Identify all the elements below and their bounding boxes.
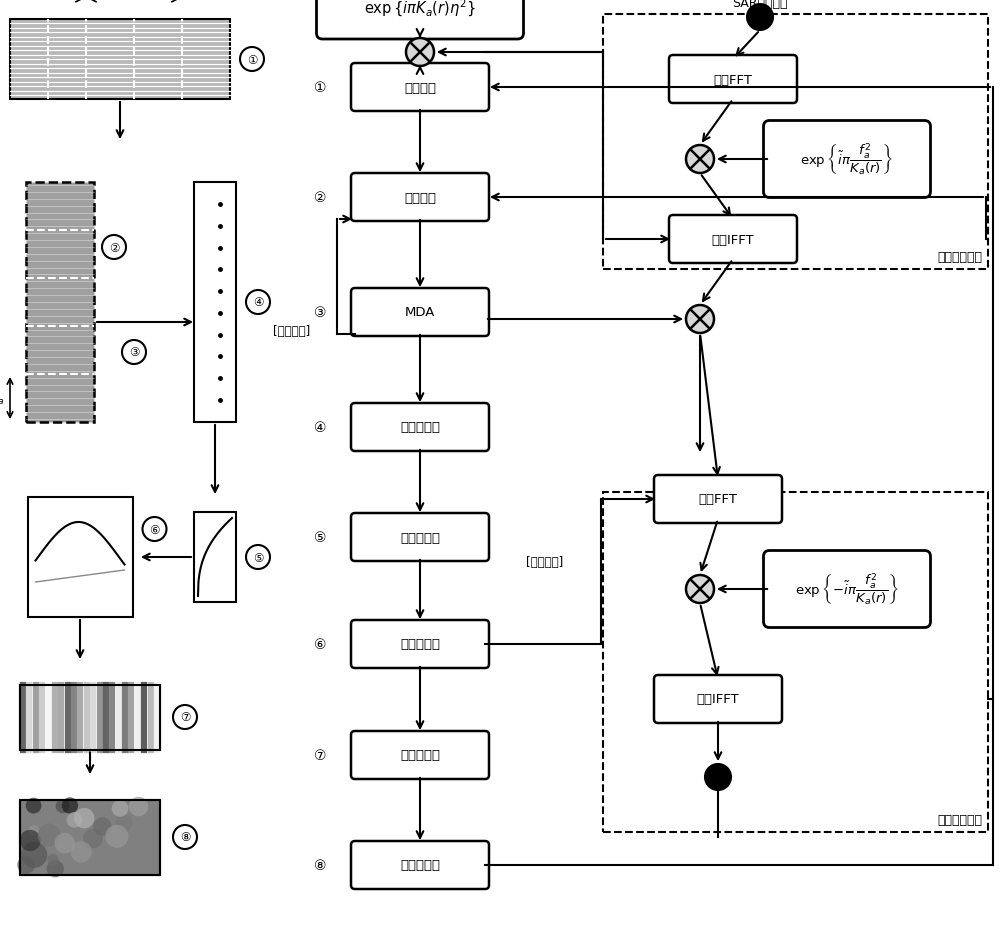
FancyBboxPatch shape [351,620,489,668]
Circle shape [38,824,61,846]
Text: ④: ④ [253,297,263,310]
Circle shape [747,5,773,31]
Text: 距离向拼接: 距离向拼接 [400,749,440,762]
FancyBboxPatch shape [669,216,797,263]
Text: 子带划分: 子带划分 [404,82,436,95]
Circle shape [74,808,94,829]
Circle shape [105,825,128,848]
Text: [下一子带]: [下一子带] [526,556,564,569]
Circle shape [115,815,133,832]
Circle shape [93,818,112,836]
Text: ⑦: ⑦ [180,711,190,724]
Text: 方位向重聚焦: 方位向重聚焦 [937,813,982,826]
Text: $\exp\left\{-\tilde{i}\pi \dfrac{f_a^2}{K_a(r)}\right\}$: $\exp\left\{-\tilde{i}\pi \dfrac{f_a^2}{… [795,571,899,607]
FancyBboxPatch shape [317,0,524,40]
Text: $\exp\{\tilde{i}\pi K_a(r)\eta^2\}$: $\exp\{\tilde{i}\pi K_a(r)\eta^2\}$ [364,0,476,19]
Text: 方位IFFT: 方位IFFT [697,692,739,705]
Circle shape [173,825,197,849]
FancyBboxPatch shape [351,403,489,451]
Text: ③: ③ [314,306,326,320]
FancyBboxPatch shape [351,514,489,562]
Circle shape [246,291,270,314]
Circle shape [122,340,146,364]
Circle shape [70,842,92,863]
Circle shape [406,39,434,67]
Text: ⑥: ⑥ [314,638,326,652]
FancyBboxPatch shape [654,675,782,723]
Circle shape [686,576,714,603]
Bar [26,183,94,423]
Circle shape [17,857,35,874]
Text: ③: ③ [129,346,139,359]
FancyBboxPatch shape [654,476,782,524]
Bar [194,513,236,603]
FancyBboxPatch shape [351,841,489,889]
Text: SAR图像数据: SAR图像数据 [732,0,788,10]
FancyBboxPatch shape [764,121,930,198]
Bar [603,492,988,832]
Bar [20,685,160,750]
Text: 方位FFT: 方位FFT [699,493,737,506]
Text: ①: ① [314,81,326,95]
Text: ⑦: ⑦ [314,748,326,762]
Circle shape [686,306,714,334]
FancyBboxPatch shape [669,56,797,104]
FancyBboxPatch shape [351,731,489,780]
Text: ①: ① [247,54,257,67]
FancyBboxPatch shape [351,288,489,337]
Circle shape [129,797,148,817]
Bar [194,183,236,423]
Circle shape [29,825,39,835]
FancyBboxPatch shape [351,174,489,222]
Bar [603,15,988,270]
Circle shape [26,798,41,814]
Text: 方位向积分: 方位向积分 [400,638,440,651]
Text: 方位IFFT: 方位IFFT [712,234,754,247]
Circle shape [55,833,75,854]
Circle shape [686,146,714,174]
Circle shape [173,705,197,730]
Text: 方位向拼接: 方位向拼接 [400,421,440,434]
Circle shape [56,799,70,813]
FancyBboxPatch shape [351,64,489,112]
Bar [20,800,160,874]
Text: ②: ② [109,241,119,254]
Text: [下一子块]: [下一子块] [273,324,311,337]
Text: 距离向插值: 距离向插值 [400,858,440,871]
Text: 方位向解压缩: 方位向解压缩 [937,250,982,263]
Circle shape [246,545,270,569]
Text: ⑥: ⑥ [149,523,160,536]
Bar [20,685,160,750]
Circle shape [83,829,103,848]
Text: $W_a$: $W_a$ [0,391,4,406]
Text: 方位FFT: 方位FFT [714,73,752,86]
Text: $\exp\left\{\tilde{i}\pi \dfrac{f_a^2}{K_a(r)}\right\}$: $\exp\left\{\tilde{i}\pi \dfrac{f_a^2}{K… [800,142,894,178]
Text: ⑧: ⑧ [314,858,326,872]
Circle shape [62,797,78,814]
Bar [28,498,133,617]
Text: 子块划分: 子块划分 [404,191,436,204]
Circle shape [19,830,41,851]
Text: MDA: MDA [405,306,435,319]
Text: ⑤: ⑤ [314,530,326,544]
Circle shape [102,235,126,260]
Circle shape [47,860,64,878]
Text: ②: ② [314,191,326,205]
Circle shape [240,48,264,72]
Text: 方位向插值: 方位向插值 [400,531,440,544]
Circle shape [705,764,731,790]
Text: ④: ④ [314,421,326,435]
Bar [10,20,230,100]
Circle shape [21,842,47,868]
Circle shape [67,812,82,828]
Text: ⑧: ⑧ [180,831,190,844]
Circle shape [112,800,128,817]
FancyBboxPatch shape [764,551,930,628]
Circle shape [47,854,59,866]
Text: ⑤: ⑤ [253,551,263,564]
Circle shape [143,517,167,541]
Bar [20,800,160,874]
